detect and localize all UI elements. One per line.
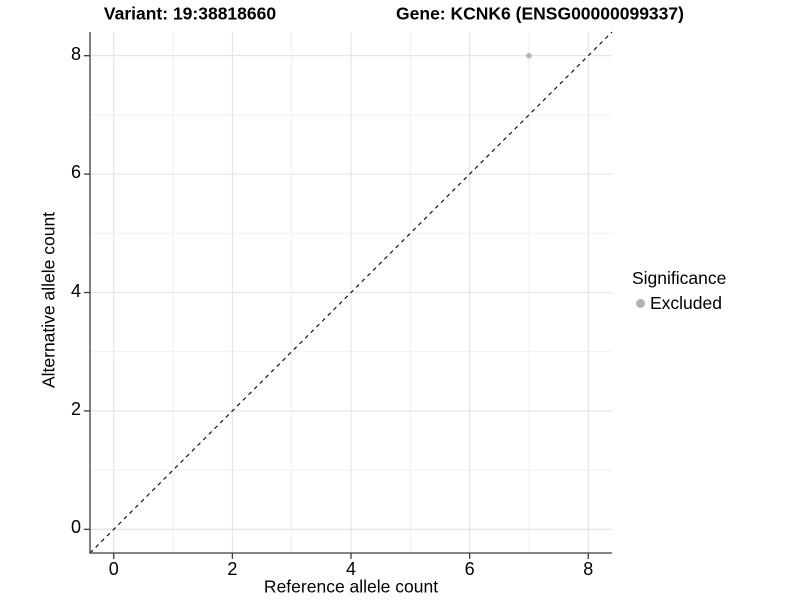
legend-entry-excluded: Excluded: [630, 292, 726, 314]
x-tick-label: 8: [583, 559, 594, 579]
x-tick-label: 2: [227, 559, 238, 579]
y-tick-label: 2: [70, 398, 81, 419]
legend-title: Significance: [632, 268, 727, 288]
x-tick-label: 6: [464, 559, 475, 579]
x-tick-label: 0: [108, 559, 119, 579]
y-tick-label: 6: [70, 162, 81, 183]
y-tick-label: 0: [70, 517, 81, 538]
excluded-point-icon: [636, 298, 645, 308]
major-gridlines: [90, 32, 612, 553]
axis-tick-marks: [84, 55, 589, 559]
legend-entry-label: Excluded: [650, 292, 722, 313]
legend: Significance Excluded: [630, 268, 726, 314]
identity-line: [89, 31, 613, 554]
x-tick-label: 4: [345, 559, 357, 579]
variant-title: Variant: 19:38818660: [103, 3, 277, 24]
y-tick-label: 4: [70, 280, 81, 301]
data-points: [526, 52, 532, 59]
excluded-data-point: [526, 52, 532, 59]
y-tick-label: 8: [70, 43, 81, 64]
identity-reference-line: [89, 31, 613, 554]
x-axis-title: Reference allele count: [263, 576, 439, 597]
gene-title: Gene: KCNK6 (ENSG00000099337): [396, 3, 684, 24]
